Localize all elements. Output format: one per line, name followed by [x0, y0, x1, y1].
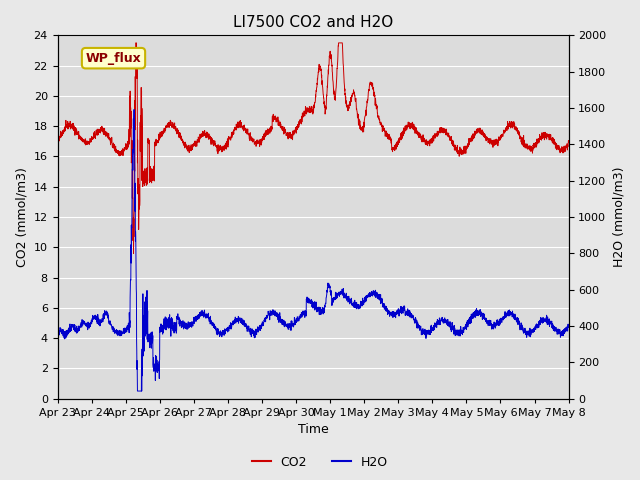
Y-axis label: H2O (mmol/m3): H2O (mmol/m3) [612, 167, 625, 267]
Legend: CO2, H2O: CO2, H2O [247, 451, 393, 474]
Y-axis label: CO2 (mmol/m3): CO2 (mmol/m3) [15, 167, 28, 267]
Text: WP_flux: WP_flux [86, 52, 141, 65]
Title: LI7500 CO2 and H2O: LI7500 CO2 and H2O [233, 15, 393, 30]
X-axis label: Time: Time [298, 423, 328, 436]
